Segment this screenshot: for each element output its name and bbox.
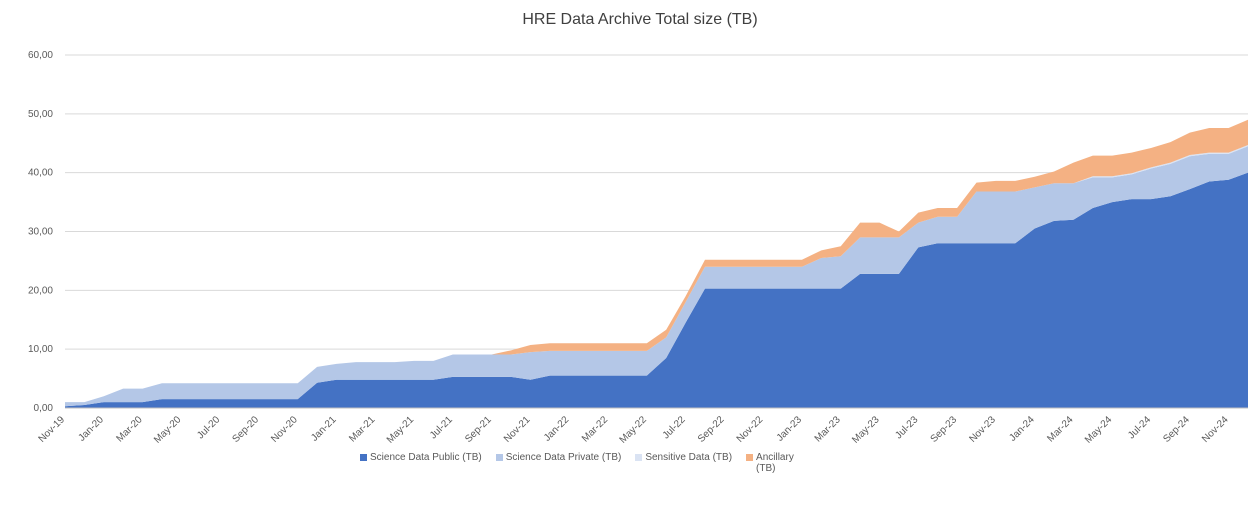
x-tick-label: Jul-23 <box>893 414 920 441</box>
y-tick-label: 50,00 <box>28 109 53 120</box>
x-tick-label: Sep-23 <box>929 414 960 445</box>
y-tick-label: 20,00 <box>28 285 53 296</box>
legend: Science Data Public (TB) Science Data Pri… <box>360 452 808 474</box>
x-tick-label: Mar-23 <box>813 414 843 444</box>
legend-item: Science Data Private (TB) <box>495 452 622 463</box>
legend-label: Science Data Private (TB) <box>505 452 622 463</box>
x-tick-label: Jan-24 <box>1007 414 1037 444</box>
area <box>65 146 1248 407</box>
legend-item: Sensitive Data (TB) <box>635 452 732 463</box>
chart-title: HRE Data Archive Total size (TB) <box>522 11 757 28</box>
x-tick-label: Nov-19 <box>37 414 68 445</box>
x-tick-label: May-20 <box>152 414 184 445</box>
x-tick-label: Jan-20 <box>77 414 107 444</box>
legend-item: Ancillary (TB) <box>746 452 808 474</box>
x-tick-label: Mar-20 <box>115 414 145 444</box>
legend-item: Science Data Public (TB) <box>360 452 482 463</box>
x-tick-label: Nov-20 <box>269 414 300 445</box>
y-tick-label: 10,00 <box>28 344 53 355</box>
x-tick-label: May-24 <box>1083 414 1115 445</box>
x-tick-label: Jan-21 <box>309 414 339 444</box>
x-tick-label: Sep-21 <box>463 414 494 445</box>
legend-swatch <box>746 454 754 461</box>
y-tick-label: 60,00 <box>28 50 53 61</box>
legend-swatch <box>360 454 367 461</box>
x-tick-label: Mar-21 <box>347 414 377 444</box>
x-tick-label: Jan-23 <box>775 414 805 444</box>
x-tick-label: Nov-22 <box>735 414 766 445</box>
x-tick-label: May-21 <box>385 414 417 445</box>
x-tick-label: May-22 <box>618 414 650 445</box>
y-tick-label: 30,00 <box>28 227 53 238</box>
y-tick-label: 0,00 <box>34 403 54 414</box>
legend-label: Sensitive Data (TB) <box>645 452 733 463</box>
x-tick-label: Jul-20 <box>195 414 222 441</box>
x-tick-label: Mar-24 <box>1045 414 1075 444</box>
area <box>65 172 1248 408</box>
legend-label: Ancillary (TB) <box>756 452 794 474</box>
legend-swatch <box>635 454 643 461</box>
x-tick-label: Jul-21 <box>428 414 455 441</box>
x-tick-label: Mar-22 <box>580 414 610 444</box>
x-tick-label: Nov-21 <box>502 414 533 445</box>
x-tick-label: Jul-22 <box>661 414 688 441</box>
chart: HRE Data Archive Total size (TB) 0,00 10,… <box>28 11 1248 445</box>
x-tick-label: Sep-22 <box>696 414 727 445</box>
legend-swatch <box>495 454 503 461</box>
x-tick-label: Nov-23 <box>967 414 998 445</box>
x-tick-label: Jan-22 <box>542 414 572 444</box>
x-tick-label: Sep-24 <box>1161 414 1192 445</box>
x-tick-label: Sep-20 <box>230 414 261 445</box>
y-tick-label: 40,00 <box>28 168 53 179</box>
x-tick-label: May-23 <box>850 414 882 445</box>
legend-label: Science Data Public (TB) <box>370 452 482 463</box>
x-tick-label: Jul-24 <box>1126 414 1153 441</box>
x-tick-label: Nov-24 <box>1200 414 1231 445</box>
